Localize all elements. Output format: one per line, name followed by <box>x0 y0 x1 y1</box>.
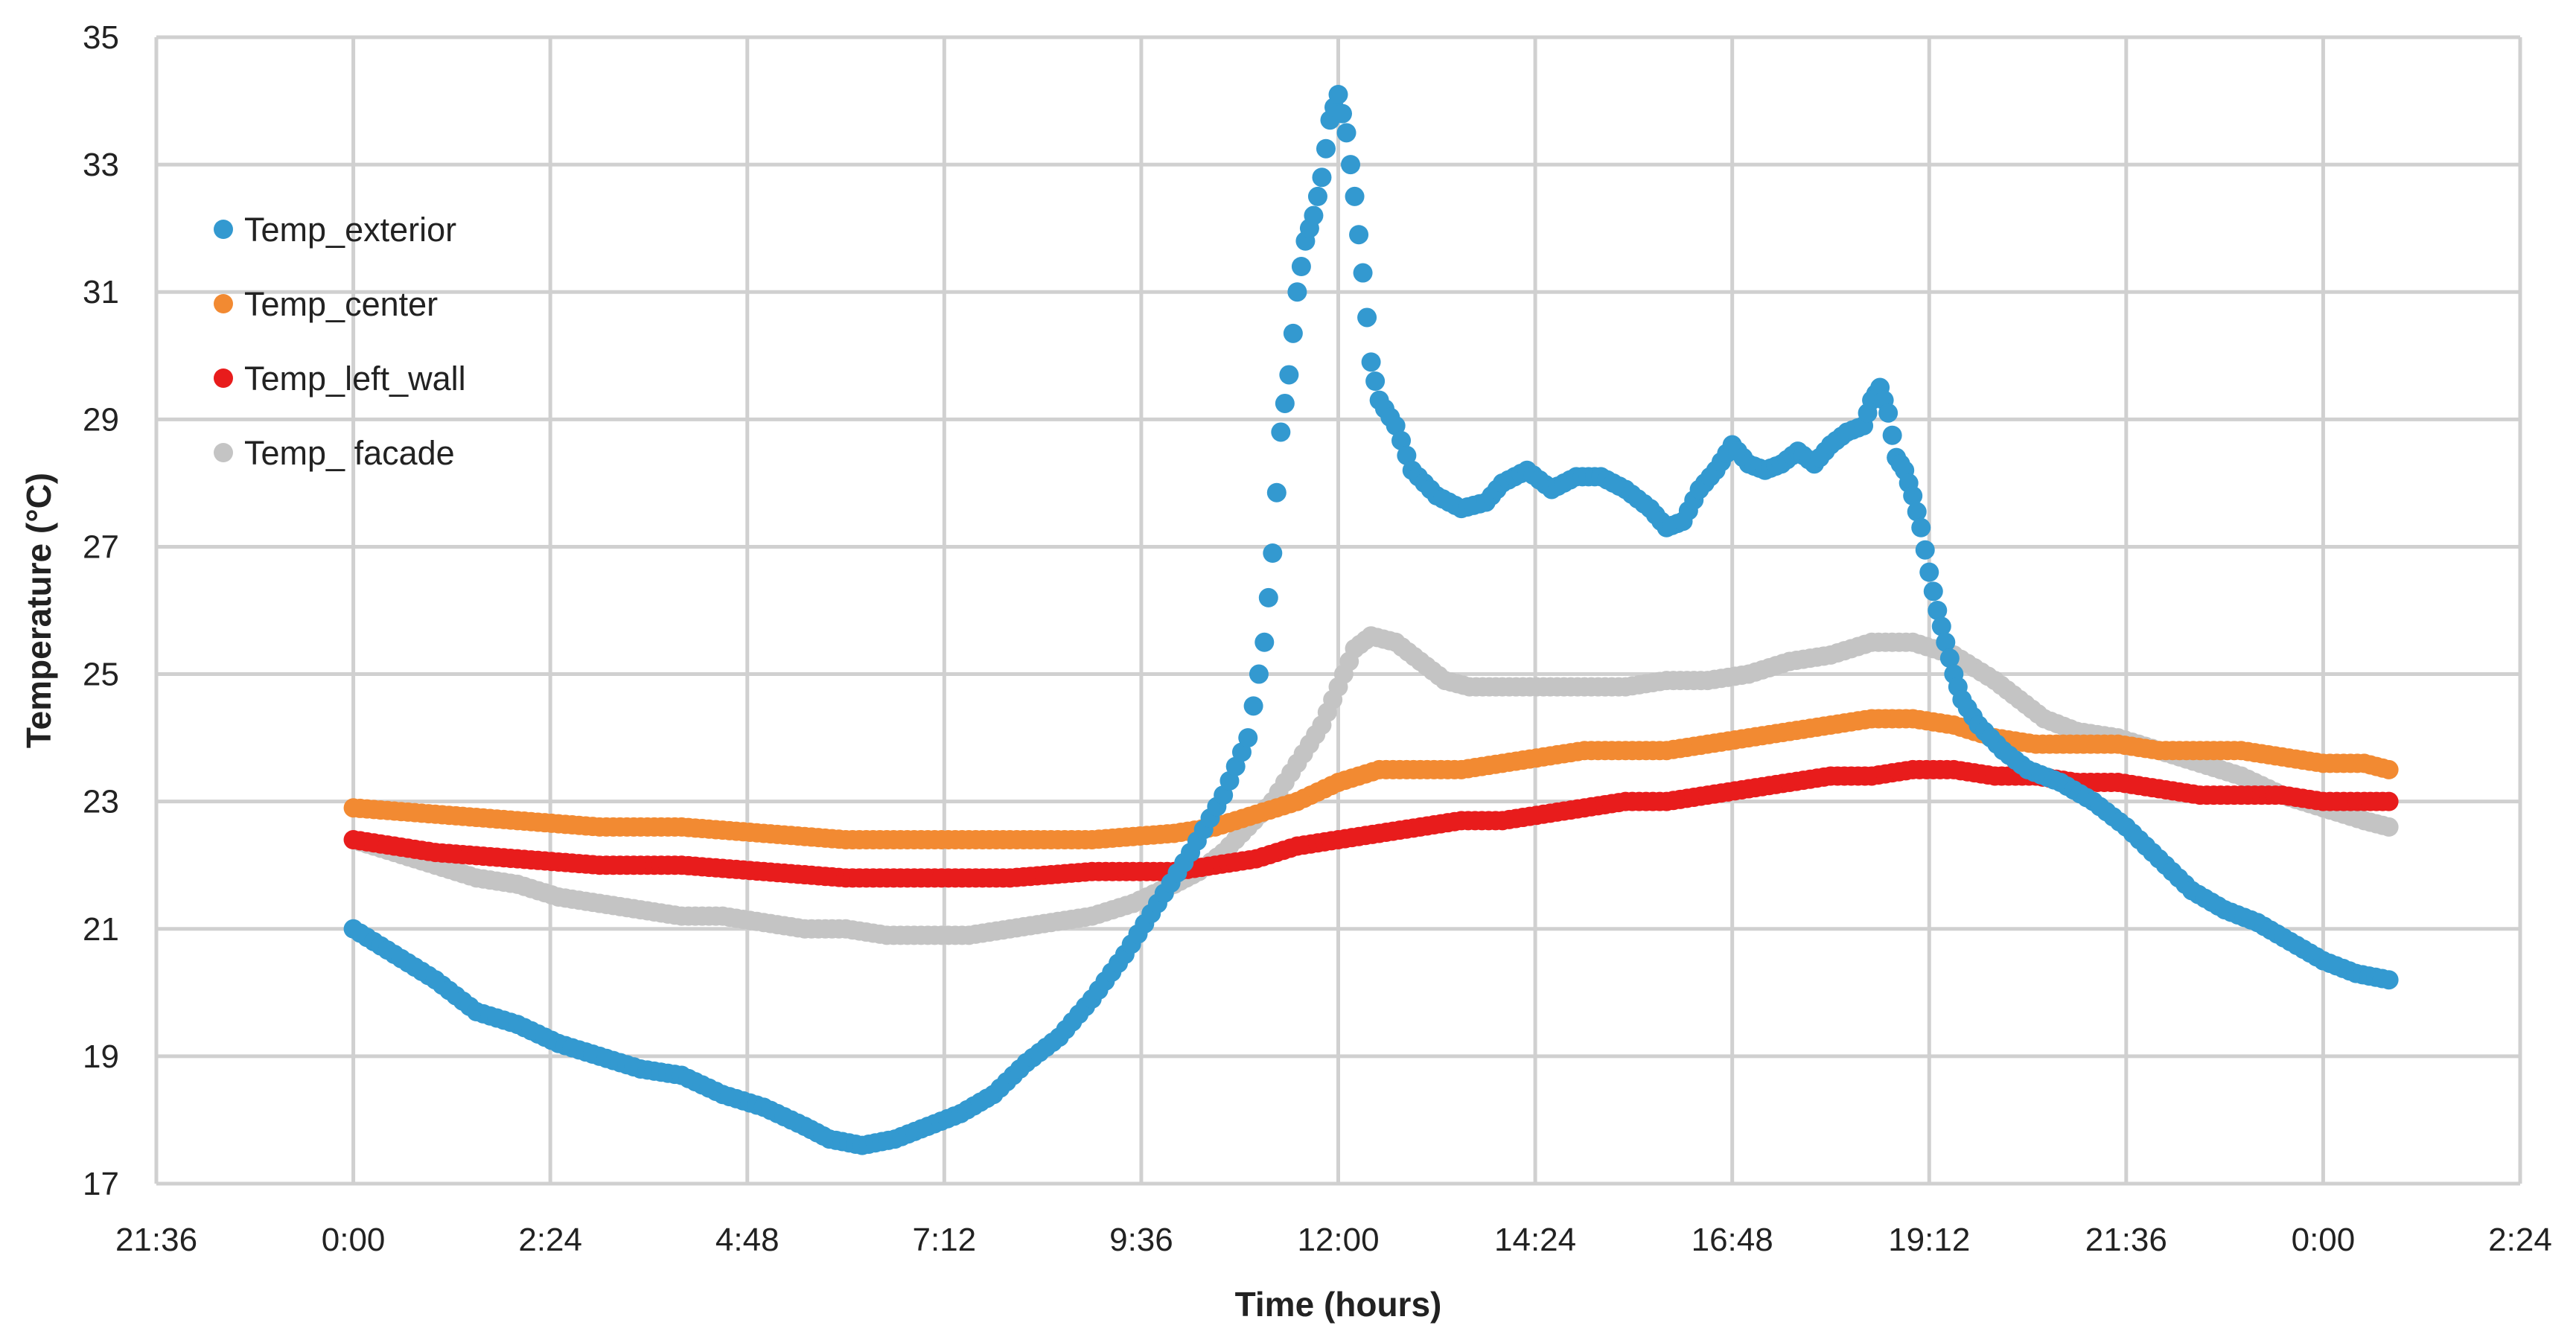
data-point <box>1238 728 1258 748</box>
x-tick-label: 0:00 <box>322 1222 386 1258</box>
legend: Temp_exterior Temp_center Temp_left_wall Te… <box>214 211 466 472</box>
y-tick-label: 17 <box>83 1166 119 1202</box>
y-tick-label: 19 <box>83 1038 119 1075</box>
y-axis-title: Temperature (°C) <box>19 473 58 748</box>
data-point <box>1915 540 1935 560</box>
data-point <box>1928 601 1948 620</box>
legend-marker <box>214 220 233 239</box>
data-point <box>1316 138 1336 159</box>
data-point <box>1271 422 1291 442</box>
data-point <box>1903 486 1923 505</box>
data-point <box>2379 759 2399 779</box>
y-tick-label: 25 <box>83 657 119 693</box>
data-point <box>1907 502 1927 522</box>
data-point <box>1936 632 1956 652</box>
data-point <box>1283 323 1303 343</box>
data-point <box>1931 616 1951 636</box>
data-point <box>1266 482 1287 502</box>
data-point <box>1275 393 1295 413</box>
data-point <box>1249 664 1269 684</box>
data-point <box>1882 425 1902 445</box>
data-point <box>2379 791 2399 811</box>
data-point <box>1365 371 1386 391</box>
y-axis-tick-labels: 17 19 21 23 25 27 29 31 33 35 <box>83 19 119 1202</box>
data-point <box>1349 225 1369 245</box>
x-axis-title: Time (hours) <box>1235 1285 1442 1324</box>
data-point <box>1336 123 1356 143</box>
y-tick-label: 21 <box>83 911 119 948</box>
y-tick-label: 33 <box>83 147 119 183</box>
x-tick-label: 21:36 <box>115 1222 197 1258</box>
data-point <box>1911 517 1931 537</box>
x-axis-tick-labels: 21:36 0:00 2:24 4:48 7:12 9:36 12:00 14:24 16:48… <box>115 1222 2552 1258</box>
x-tick-label: 0:00 <box>2292 1222 2356 1258</box>
x-tick-label: 16:48 <box>1692 1222 1773 1258</box>
data-point <box>1312 167 1332 188</box>
data-point <box>1878 403 1898 423</box>
data-point <box>1333 103 1353 124</box>
data-point <box>1353 263 1373 283</box>
data-point <box>1361 352 1381 372</box>
data-point <box>1263 543 1283 563</box>
y-tick-label: 31 <box>83 274 119 310</box>
data-point <box>1919 562 1939 582</box>
data-point <box>2379 970 2399 990</box>
data-point <box>1307 186 1327 206</box>
legend-marker <box>214 294 233 313</box>
data-point <box>1345 186 1365 206</box>
series-temp-facade <box>343 626 2399 945</box>
data-point <box>1391 430 1412 450</box>
data-point <box>1923 581 1943 602</box>
x-tick-label: 9:36 <box>1109 1222 1173 1258</box>
data-point <box>2379 817 2399 837</box>
x-tick-label: 4:48 <box>715 1222 780 1258</box>
y-tick-label: 27 <box>83 529 119 565</box>
data-point <box>1279 365 1299 385</box>
data-point <box>1386 415 1406 435</box>
data-point <box>1304 205 1324 226</box>
data-point <box>1291 257 1311 276</box>
series-temp-exterior <box>343 85 2399 1155</box>
legend-label: Temp_ facade <box>244 434 455 472</box>
data-point <box>1287 282 1307 302</box>
legend-label: Temp_left_wall <box>244 360 466 398</box>
data-point <box>1397 445 1417 465</box>
x-tick-label: 14:24 <box>1494 1222 1576 1258</box>
x-tick-label: 2:24 <box>518 1222 582 1258</box>
y-tick-label: 29 <box>83 401 119 438</box>
legend-marker <box>214 368 233 388</box>
y-tick-label: 23 <box>83 784 119 820</box>
data-point <box>1243 696 1263 716</box>
x-tick-label: 19:12 <box>1888 1222 1970 1258</box>
data-point <box>1939 648 1960 668</box>
data-point <box>1258 587 1278 607</box>
data-point <box>1357 307 1377 328</box>
y-tick-label: 35 <box>83 19 119 56</box>
legend-label: Temp_center <box>244 285 438 323</box>
data-point <box>1254 632 1275 652</box>
x-tick-label: 7:12 <box>913 1222 977 1258</box>
x-tick-label: 12:00 <box>1297 1222 1379 1258</box>
data-point <box>1341 155 1361 175</box>
legend-marker <box>214 443 233 462</box>
data-point <box>1328 85 1348 104</box>
legend-label: Temp_exterior <box>244 211 456 249</box>
x-tick-label: 21:36 <box>2085 1222 2167 1258</box>
x-tick-label: 2:24 <box>2488 1222 2552 1258</box>
grid <box>154 35 2522 1186</box>
